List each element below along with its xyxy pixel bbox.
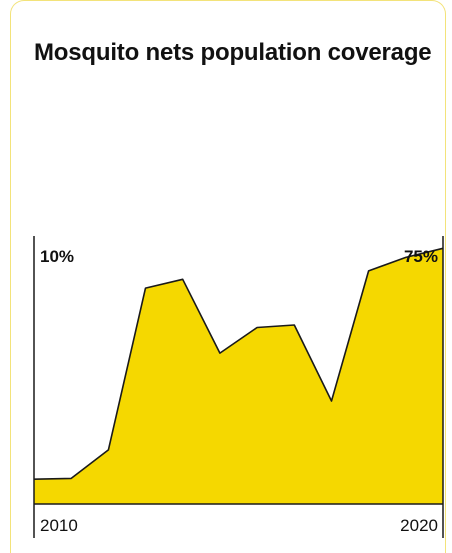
start-value-label: 10% (40, 247, 74, 266)
x-tick-label-end: 2020 (400, 516, 438, 535)
x-tick-label-start: 2010 (40, 516, 78, 535)
coverage-line (33, 247, 444, 480)
chart-card (10, 0, 446, 553)
coverage-area-fill (34, 248, 443, 504)
chart-title: Mosquito nets population coverage (34, 39, 432, 66)
end-value-label: 75% (404, 247, 438, 266)
